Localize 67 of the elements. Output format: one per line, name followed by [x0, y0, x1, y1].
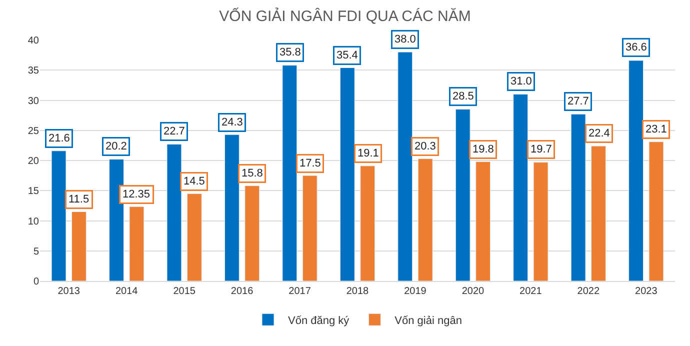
bar: [476, 161, 491, 281]
data-label: 31.0: [510, 76, 532, 88]
data-label: 21.6: [48, 132, 70, 144]
x-tick-label: 2023: [635, 286, 658, 297]
y-tick-label: 20: [28, 156, 40, 167]
bar: [455, 109, 470, 281]
x-tick-label: 2022: [577, 286, 600, 297]
y-tick-label: 0: [33, 276, 40, 288]
data-label: 36.6: [626, 42, 647, 54]
bar: [244, 186, 260, 281]
data-label: 38.0: [394, 34, 416, 46]
bar: [224, 134, 240, 281]
data-label: 27.7: [568, 96, 589, 108]
bar: [109, 159, 124, 281]
bar: [129, 206, 144, 281]
legend-label: Vốn đăng ký: [288, 314, 350, 327]
bar: [398, 52, 413, 281]
data-label: 19.8: [472, 144, 494, 156]
x-tick-label: 2016: [230, 286, 254, 297]
data-label: 17.5: [300, 158, 321, 170]
bar: [570, 114, 586, 281]
data-label: 24.3: [222, 116, 243, 128]
bar: [302, 175, 318, 281]
bar: [340, 67, 355, 281]
y-tick-label: 40: [28, 36, 40, 46]
data-label: 19.7: [530, 144, 552, 156]
bar: [186, 193, 202, 281]
data-label: 22.7: [164, 126, 185, 138]
legend-label: Vốn giải ngân: [394, 314, 462, 327]
data-label: 28.5: [452, 90, 474, 102]
data-label: 19.1: [358, 148, 379, 160]
x-tick-label: 2013: [58, 286, 80, 297]
data-label: 11.5: [68, 194, 90, 206]
data-label: 12.35: [122, 188, 150, 200]
bar: [166, 144, 182, 281]
x-tick-label: 2020: [462, 286, 485, 297]
x-tick-label: 2019: [404, 286, 427, 297]
bar: [51, 150, 66, 281]
y-tick-label: 10: [28, 216, 40, 228]
x-tick-label: 2014: [115, 286, 138, 297]
chart-title: VỐN GIẢI NGÂN FDI QUA CÁC NĂM: [219, 6, 471, 25]
bar: [72, 211, 86, 281]
data-label: 15.8: [242, 168, 263, 180]
y-tick-label: 35: [28, 66, 40, 77]
bar: [360, 166, 376, 281]
data-label: 20.3: [414, 140, 436, 152]
bar: [628, 60, 644, 281]
bar: [648, 142, 664, 281]
x-tick-label: 2021: [520, 286, 542, 297]
data-label: 35.8: [280, 46, 301, 58]
y-tick-label: 5: [33, 246, 40, 258]
data-label: 35.4: [336, 50, 358, 62]
bar: [533, 162, 548, 281]
y-tick-label: 25: [28, 126, 40, 137]
data-label: 23.1: [646, 124, 667, 136]
x-tick-label: 2018: [346, 286, 370, 297]
bar: [282, 65, 298, 281]
bar: [418, 158, 433, 281]
y-tick-label: 30: [28, 96, 40, 107]
data-label: 22.4: [588, 128, 610, 140]
bar: [513, 94, 528, 281]
y-tick-label: 15: [28, 186, 40, 198]
data-label: 20.2: [106, 140, 127, 152]
bar: [591, 146, 606, 281]
x-tick-label: 2017: [288, 286, 312, 297]
x-tick-label: 2015: [173, 286, 196, 297]
data-label: 14.5: [184, 176, 205, 188]
